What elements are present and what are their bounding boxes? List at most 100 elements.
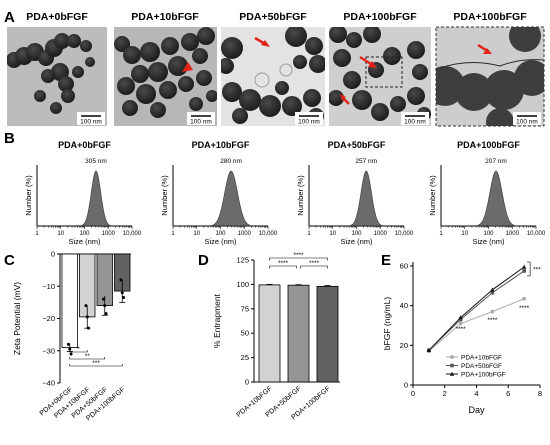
significance-bracket [69, 350, 88, 353]
data-point [120, 291, 124, 295]
legend-label: PDA+50bFGF [461, 363, 502, 370]
x-axis-label: Day [468, 405, 485, 415]
x-tick-label: 10,000 [123, 231, 142, 237]
x-tick-label: 1 [439, 231, 443, 237]
x-tick-label: 8 [538, 389, 542, 398]
y-tick-label: −40 [42, 379, 55, 388]
bar [316, 285, 339, 383]
x-axis-label: Size (nm) [68, 237, 101, 246]
y-axis-label: Number (%) [296, 175, 305, 216]
y-tick-label: 60 [400, 262, 408, 271]
data-point [426, 347, 432, 352]
significance-bracket [527, 261, 531, 277]
size-distribution-peak [80, 170, 112, 226]
data-point [84, 304, 88, 308]
bar [258, 284, 281, 383]
x-tick-label: 10,000 [527, 231, 546, 237]
y-tick-label: −20 [42, 314, 55, 323]
y-axis-label: Number (%) [24, 175, 33, 216]
data-point [458, 317, 463, 322]
scale-bar-1: 100 nm [77, 112, 105, 126]
peak-label: 280 nm [220, 158, 242, 165]
size-distribution-peak [349, 170, 384, 226]
size-chart-title: PDA+10bFGF [192, 140, 250, 150]
x-tick-label: 1000 [506, 231, 520, 237]
scale-bar-label: 100 nm [516, 119, 538, 126]
legend-label: PDA+100bFGF [461, 371, 506, 378]
significance-bracket [69, 364, 123, 367]
x-tick-label: 100 [215, 231, 226, 237]
significance-bracket [269, 265, 297, 269]
panel-a-title-1: PDA+0bFGF [26, 11, 88, 23]
x-axis-label: Size (nm) [204, 237, 237, 246]
data-point [490, 309, 495, 314]
y-tick-label: 75 [241, 304, 249, 313]
size-distribution-peak [210, 170, 252, 226]
x-tick-label: 10 [57, 231, 64, 237]
y-tick-label: −10 [42, 282, 55, 291]
panel-letter-d: D [198, 252, 209, 269]
significance-label: **** [278, 260, 289, 267]
y-tick-label: 100 [236, 280, 249, 289]
data-point [68, 347, 72, 351]
zoom-frame [435, 26, 545, 127]
panel-letter-e: E [381, 252, 391, 269]
x-tick-label: 10 [193, 231, 200, 237]
scale-bar-3: 100 nm [295, 112, 323, 126]
data-point [122, 296, 126, 300]
data-point [450, 363, 454, 368]
x-tick-label: 100 [351, 231, 362, 237]
size-chart-2: PDA+10bFGF 1 10 100 1000 10,000 Size (nm) Numbe… [160, 140, 278, 246]
series-path [428, 298, 525, 352]
data-point [458, 321, 463, 326]
x-tick-label: 10 [329, 231, 336, 237]
tem-image-0bfgf [7, 27, 107, 126]
y-tick-label: 40 [400, 301, 408, 310]
size-distribution-charts: PDA+0bFGF 1 10 100 1000 10,000 Size (nm) Number… [24, 140, 546, 246]
significance-bracket [300, 265, 328, 269]
x-tick-label: 1000 [374, 231, 388, 237]
data-point [119, 278, 123, 282]
panel-a-title-5: PDA+100bFGF [453, 11, 527, 23]
x-tick-label: 0 [411, 389, 415, 398]
significance-label: ** [85, 353, 91, 360]
x-tick-label: 100 [483, 231, 494, 237]
x-tick-label: 10,000 [395, 231, 414, 237]
significance-label: **** [519, 305, 530, 312]
y-tick-label: 20 [400, 341, 408, 350]
peak-label: 257 nm [355, 158, 377, 165]
data-point [104, 312, 108, 316]
data-point [490, 290, 495, 295]
x-tick-label: 1 [307, 231, 311, 237]
data-point [103, 304, 107, 308]
x-axis-label: Size (nm) [472, 237, 505, 246]
size-chart-title: PDA+0bFGF [58, 140, 111, 150]
data-point [490, 287, 495, 292]
y-tick-label: 0 [245, 378, 249, 387]
series-line [426, 264, 527, 352]
y-tick-label: 0 [404, 381, 408, 390]
data-point [449, 371, 455, 376]
scale-bar-label: 100 nm [404, 119, 426, 126]
y-axis-label: Number (%) [160, 175, 169, 216]
tem-image-100bfgf-zoom [436, 27, 544, 126]
size-chart-1: PDA+0bFGF 1 10 100 1000 10,000 Size (nm) Number… [24, 140, 142, 246]
y-tick-label: −30 [42, 346, 55, 355]
significance-bracket [69, 357, 106, 360]
x-tick-label: 6 [506, 389, 510, 398]
y-axis-label: Zeta Potential (mV) [12, 282, 22, 355]
bar [287, 284, 310, 383]
panel-a-title-2: PDA+10bFGF [131, 11, 199, 23]
panel-a-title-3: PDA+50bFGF [239, 11, 307, 23]
x-axis-label: Size (nm) [340, 237, 373, 246]
significance-label: *** [92, 360, 100, 367]
size-distribution-peak [476, 170, 516, 226]
tem-image-50bfgf [221, 27, 325, 126]
significance-label: **** [293, 252, 304, 259]
significance-label: *** [533, 266, 541, 273]
data-point [87, 326, 91, 330]
data-point [522, 269, 526, 273]
